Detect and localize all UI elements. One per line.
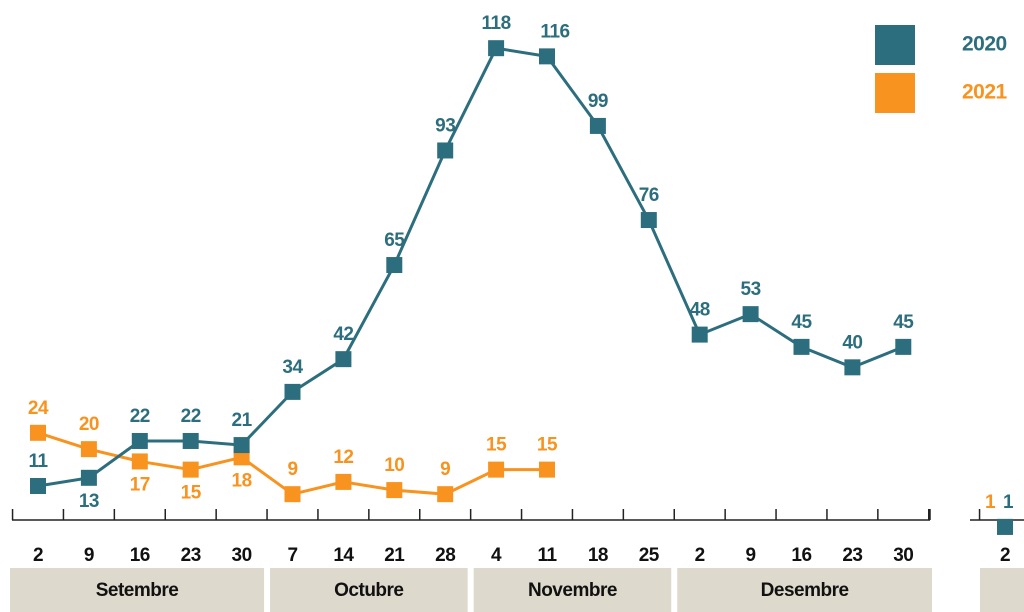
data-label: 22 (181, 406, 201, 427)
x-tick-label: 16 (130, 545, 150, 566)
data-label: 9 (287, 459, 297, 480)
data-label: 1 (985, 492, 996, 513)
point (844, 359, 861, 376)
data-label: 99 (588, 91, 608, 112)
x-tick-label: 2 (695, 545, 705, 566)
data-label: 93 (435, 115, 455, 136)
x-tick-label: 30 (232, 545, 252, 566)
data-label: 53 (741, 279, 761, 300)
month-label: Octubre (334, 580, 403, 601)
data-label: 12 (333, 447, 353, 468)
x-tick-label: 11 (537, 545, 557, 566)
data-label: 20 (79, 414, 99, 435)
x-tick-label: 7 (287, 545, 297, 566)
data-label: 15 (181, 483, 202, 504)
data-label: 18 (232, 470, 252, 491)
point (335, 351, 352, 368)
data-label: 116 (540, 21, 569, 42)
x-tick-label: 9 (746, 545, 756, 566)
x-tick-label: 2 (33, 545, 43, 566)
point (80, 441, 97, 458)
data-label: 22 (130, 406, 150, 427)
point (284, 383, 301, 400)
point (233, 437, 250, 454)
point (80, 469, 97, 486)
point (691, 326, 708, 343)
data-label: 40 (842, 332, 862, 353)
x-tick-label: 21 (384, 545, 405, 566)
x-tick-label: 2 (1000, 545, 1010, 566)
legend-label: 2020 (962, 33, 1007, 56)
legend-swatch (875, 73, 915, 113)
x-tick-label: 30 (893, 545, 913, 566)
month-box (10, 568, 265, 612)
data-label: 15 (486, 435, 507, 456)
data-label: 45 (893, 312, 914, 333)
series-line (37, 46, 904, 488)
data-label: 45 (791, 312, 812, 333)
data-label: 42 (333, 324, 353, 345)
data-label: 17 (130, 474, 150, 495)
point (131, 432, 148, 449)
point (233, 449, 250, 466)
month-box (473, 568, 672, 612)
x-tick-label: 18 (588, 545, 608, 566)
point (488, 40, 505, 57)
data-label: 10 (384, 455, 404, 476)
x-tick-label: 9 (84, 545, 94, 566)
data-label: 118 (482, 13, 511, 34)
point (539, 461, 555, 478)
month-box (980, 568, 1024, 612)
point (437, 486, 454, 503)
point (182, 432, 199, 449)
data-label: 65 (384, 230, 405, 251)
point (182, 461, 199, 478)
legend-swatch (875, 25, 915, 65)
month-box (677, 568, 932, 612)
point (284, 486, 301, 503)
x-tick-label: 23 (842, 545, 862, 566)
data-label: 24 (28, 398, 49, 419)
x-tick-label: 25 (639, 545, 660, 566)
x-tick-label: 4 (491, 545, 502, 566)
data-label: 9 (440, 459, 450, 480)
point (539, 48, 555, 65)
month-box (270, 568, 468, 612)
point (488, 461, 505, 478)
point (30, 477, 46, 494)
point (335, 473, 352, 490)
data-label: 1 (1003, 492, 1014, 513)
x-tick-label: 23 (181, 545, 201, 566)
point (895, 338, 912, 355)
point (30, 424, 46, 441)
data-label: 34 (282, 357, 303, 378)
point (589, 117, 606, 134)
point (793, 338, 810, 355)
point (386, 257, 403, 274)
x-tick-label: 28 (435, 545, 455, 566)
month-label: Novembre (528, 580, 617, 601)
point (640, 212, 657, 229)
data-label: 13 (79, 491, 99, 512)
point (386, 482, 403, 499)
data-label: 48 (690, 300, 710, 321)
point (997, 518, 1013, 535)
point (742, 306, 759, 323)
data-label: 15 (537, 435, 558, 456)
month-label: Setembre (96, 580, 179, 601)
point (131, 453, 148, 470)
x-tick-label: 16 (791, 545, 811, 566)
data-label: 76 (639, 185, 659, 206)
data-label: 21 (232, 410, 253, 431)
data-label: 11 (28, 451, 48, 472)
month-label: Desembre (761, 580, 849, 601)
x-tick-label: 14 (333, 545, 354, 566)
point (437, 142, 454, 159)
legend-label: 2021 (962, 81, 1008, 104)
